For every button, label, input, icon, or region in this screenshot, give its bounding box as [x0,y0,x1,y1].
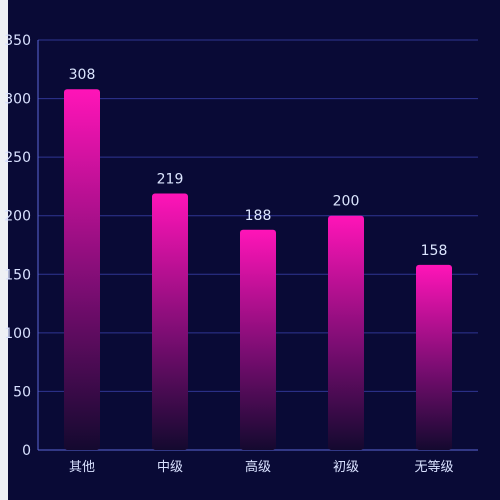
y-tick-label: 200 [4,209,31,225]
value-label: 200 [333,194,360,210]
x-tick-label: 其他 [69,460,95,475]
bar [416,264,452,450]
value-label: 308 [69,67,96,83]
y-tick-label: 150 [4,267,31,283]
y-tick-label: 50 [13,384,31,400]
bars-layer [64,89,452,450]
x-tick-label: 初级 [333,460,359,475]
bar [152,193,188,450]
value-label: 219 [157,171,184,187]
left-strip [0,0,8,500]
value-label: 158 [421,243,448,259]
y-tick-label: 0 [22,443,31,459]
y-tick-label: 300 [4,92,31,108]
x-tick-label: 高级 [245,459,271,475]
value-label: 188 [245,208,272,224]
axis-layer: 350 300 250 200 150 100 50 0 [4,33,478,459]
y-tick-label: 100 [4,326,31,342]
y-tick-label: 250 [4,150,31,166]
bar [240,229,276,450]
labels-layer: 308 其他 219 中级 188 高级 200 初级 158 无等级 [69,67,454,475]
y-tick-label: 350 [4,33,31,49]
bar [328,215,364,450]
x-tick-label: 中级 [157,460,183,475]
x-tick-label: 无等级 [414,459,453,475]
bar [64,89,100,450]
